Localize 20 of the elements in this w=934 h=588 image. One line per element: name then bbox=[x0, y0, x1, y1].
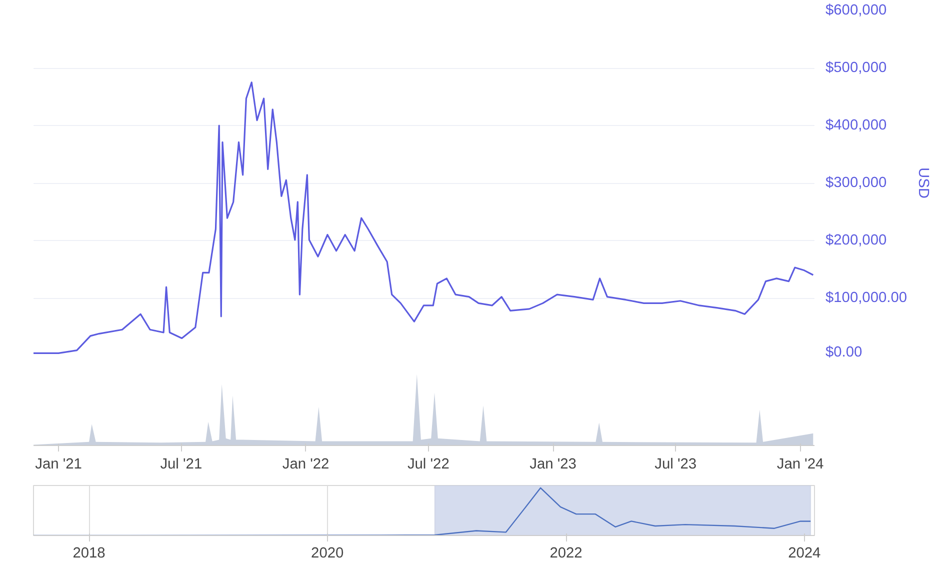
x-tick-label: 2020 bbox=[311, 546, 344, 562]
x-tick-label: Jul '21 bbox=[160, 456, 202, 472]
x-tick-label: 2024 bbox=[788, 546, 821, 562]
y-tick-label: $0.00 bbox=[826, 344, 862, 360]
y-tick-label: $100,000.00 bbox=[826, 290, 908, 306]
x-tick-label: Jul '22 bbox=[407, 456, 450, 472]
y-tick-label: $500,000 bbox=[826, 60, 887, 76]
y-tick-label: $300,000 bbox=[826, 175, 887, 191]
x-tick-label: Jan '22 bbox=[282, 456, 330, 472]
x-tick-label: Jul '23 bbox=[654, 456, 697, 472]
y-tick-label: $400,000 bbox=[826, 118, 887, 134]
line-series bbox=[34, 82, 814, 354]
y-axis-title: USD bbox=[915, 168, 932, 198]
x-tick-label: Jan '24 bbox=[776, 456, 824, 472]
x-tick-label: 2018 bbox=[72, 546, 106, 562]
x-tick-label: Jan '21 bbox=[35, 456, 82, 472]
x-tick-label: Jan '23 bbox=[530, 456, 576, 472]
x-tick-label: 2022 bbox=[550, 546, 582, 562]
y-tick-label: $600,000 bbox=[826, 2, 887, 18]
y-tick-label: $200,000 bbox=[826, 232, 887, 248]
